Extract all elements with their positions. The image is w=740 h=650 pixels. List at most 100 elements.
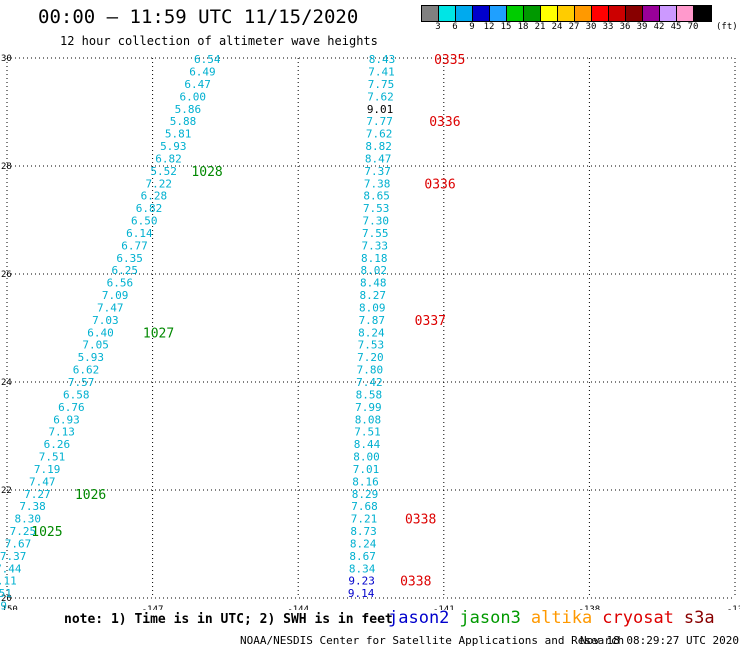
wave-height-value: 7.22 bbox=[146, 177, 173, 190]
color-scale-label: 18 bbox=[517, 22, 529, 32]
wave-height-value: 9.23 bbox=[348, 575, 375, 588]
wave-height-value: 8.58 bbox=[356, 388, 383, 401]
wave-height-value: 8.82 bbox=[365, 140, 392, 153]
wave-height-value: 7.53 bbox=[358, 339, 385, 352]
wave-height-value: 5.93 bbox=[78, 351, 105, 364]
wave-height-value: 8.65 bbox=[363, 190, 390, 203]
wave-height-value: 6.56 bbox=[107, 277, 134, 290]
color-swatch bbox=[422, 6, 439, 21]
wave-height-value: 7.89 bbox=[0, 600, 7, 610]
color-scale-label: 42 bbox=[653, 22, 665, 32]
color-swatch bbox=[541, 6, 558, 21]
wave-height-value: 5.81 bbox=[165, 128, 192, 141]
legend-entry-s3a: s3a bbox=[683, 608, 715, 628]
legend-entry-altika: altika bbox=[530, 608, 593, 628]
wave-height-value: 8.18 bbox=[361, 252, 388, 265]
wave-height-value: 6.93 bbox=[53, 413, 80, 426]
color-scale-bar bbox=[421, 5, 712, 22]
wave-height-value: 7.21 bbox=[351, 513, 378, 526]
y-tick-label: 20 bbox=[1, 594, 12, 604]
pass-time-label: 0335 bbox=[434, 53, 465, 68]
color-swatch bbox=[609, 6, 626, 21]
pass-time-label: 0338 bbox=[400, 575, 431, 590]
axis-ticks: -150 -147 -144 -141 -138 -13 20 22 24 26 28 30 bbox=[0, 54, 740, 610]
credit-text: NOAA/NESDIS Center for Satellite Applica… bbox=[240, 634, 625, 647]
wave-height-value: 7.57 bbox=[68, 376, 95, 389]
color-scale-label: 15 bbox=[500, 22, 512, 32]
wave-height-value: 9.14 bbox=[348, 587, 375, 600]
wave-height-value: 6.82 bbox=[155, 152, 182, 165]
color-swatch bbox=[524, 6, 541, 21]
color-scale-label: 70 bbox=[687, 22, 699, 32]
wave-height-value: 7.01 bbox=[353, 463, 380, 476]
wave-height-value: 6.62 bbox=[73, 364, 100, 377]
wave-height-value: 8.08 bbox=[355, 413, 382, 426]
x-tick-label: -138 bbox=[579, 605, 601, 610]
wave-height-value: 7.51 bbox=[39, 451, 66, 464]
wave-height-value: 5.88 bbox=[170, 115, 197, 128]
wave-height-value: 7.51 bbox=[0, 587, 12, 600]
x-tick-label: -150 bbox=[0, 605, 18, 610]
color-swatch bbox=[626, 6, 643, 21]
color-scale-label: 45 bbox=[670, 22, 682, 32]
wave-height-value: 5.86 bbox=[175, 103, 202, 116]
color-swatch bbox=[439, 6, 456, 21]
wave-height-value: 8.16 bbox=[352, 475, 379, 488]
color-swatch bbox=[456, 6, 473, 21]
wave-height-value: 7.68 bbox=[351, 500, 378, 513]
pass-time-label: 1026 bbox=[75, 488, 106, 503]
x-tick-label: -13 bbox=[727, 605, 740, 610]
wave-height-value: 8.27 bbox=[360, 289, 387, 302]
wave-height-value: 8.43 bbox=[369, 53, 396, 66]
wave-height-value: 8.67 bbox=[349, 550, 376, 563]
header: 00:00 — 11:59 UTC 11/15/2020 12 hour col… bbox=[0, 0, 740, 52]
wave-height-value: 7.75 bbox=[368, 78, 395, 91]
wave-height-value: 7.30 bbox=[362, 215, 389, 228]
color-swatch bbox=[507, 6, 524, 21]
color-scale-label: 33 bbox=[602, 22, 614, 32]
wave-height-value: 6.50 bbox=[131, 215, 158, 228]
y-tick-label: 22 bbox=[1, 486, 12, 496]
wave-height-value: 5.52 bbox=[150, 165, 177, 178]
wave-height-value: 6.40 bbox=[87, 326, 114, 339]
wave-height-value: 6.35 bbox=[116, 252, 143, 265]
pass-time-label: 1028 bbox=[191, 165, 222, 180]
wave-height-value: 7.37 bbox=[0, 550, 26, 563]
wave-height-value: 6.25 bbox=[112, 264, 139, 277]
x-tick-label: -147 bbox=[142, 605, 164, 610]
wave-height-map: -150 -147 -144 -141 -138 -13 20 22 24 26 28 30 6.54… bbox=[0, 53, 740, 610]
pass-time-label: 0336 bbox=[429, 115, 460, 130]
color-swatch bbox=[473, 6, 490, 21]
x-tick-label: -141 bbox=[433, 605, 455, 610]
wave-height-value: 7.19 bbox=[34, 463, 61, 476]
wave-height-value: 6.26 bbox=[44, 438, 71, 451]
wave-height-value: 7.27 bbox=[24, 488, 51, 501]
wave-height-value: 8.09 bbox=[359, 301, 386, 314]
wave-height-value: 9.01 bbox=[367, 103, 394, 116]
color-scale-label: 3 bbox=[435, 22, 441, 32]
pass-time-label: 0337 bbox=[415, 314, 446, 329]
wave-height-value: 8.73 bbox=[350, 525, 377, 538]
wave-height-value: 7.11 bbox=[0, 575, 17, 588]
color-scale-units: (ft) bbox=[716, 22, 738, 32]
wave-height-value: 7.55 bbox=[362, 227, 389, 240]
wave-height-value: 8.47 bbox=[365, 152, 392, 165]
wave-height-value: 7.13 bbox=[48, 426, 75, 439]
y-tick-label: 28 bbox=[1, 162, 12, 172]
wave-height-value: 7.05 bbox=[82, 339, 109, 352]
pass-time-label: 1027 bbox=[143, 326, 174, 341]
color-scale-label: 21 bbox=[534, 22, 546, 32]
pass-time-labels: 1028 1027 1026 1025 0335 0336 0336 0337 0338 0338 bbox=[31, 53, 465, 590]
color-scale-label: 6 bbox=[452, 22, 458, 32]
wave-height-value: 7.20 bbox=[357, 351, 384, 364]
page-title: 00:00 — 11:59 UTC 11/15/2020 bbox=[38, 6, 359, 28]
wave-height-value: 6.77 bbox=[121, 239, 148, 252]
color-swatch bbox=[558, 6, 575, 21]
wave-height-value: 6.54 bbox=[194, 53, 221, 66]
color-swatch bbox=[575, 6, 592, 21]
legend-entry-cryosat: cryosat bbox=[602, 608, 674, 628]
wave-height-value: 6.00 bbox=[179, 90, 206, 103]
wave-height-value: 8.02 bbox=[361, 264, 388, 277]
wave-height-value: 7.62 bbox=[366, 128, 393, 141]
wave-height-value: 8.30 bbox=[14, 513, 41, 526]
